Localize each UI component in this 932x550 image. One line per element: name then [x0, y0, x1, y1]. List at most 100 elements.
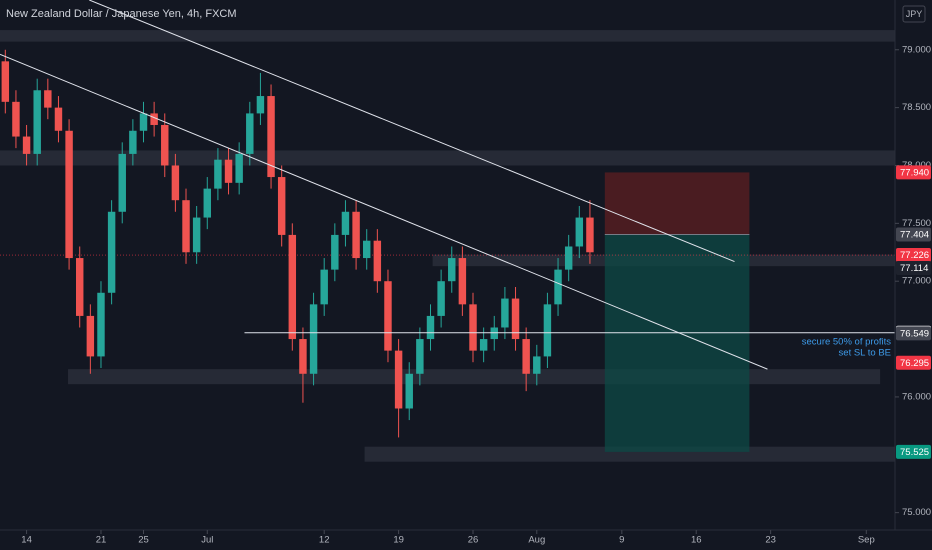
candle-body	[288, 234, 297, 340]
candle-body	[373, 240, 382, 282]
candle-body	[426, 315, 435, 340]
candle-body	[384, 281, 392, 351]
candle-body	[533, 356, 541, 374]
x-tick-label: 21	[96, 535, 107, 546]
chart-title: New Zealand Dollar / Japanese Yen, 4h, F…	[6, 8, 237, 20]
x-tick-label: 25	[138, 535, 149, 546]
candle-body	[501, 298, 509, 328]
trendline	[0, 53, 768, 370]
x-tick-label: 12	[319, 535, 330, 546]
candle-body	[224, 159, 233, 183]
target-zone	[604, 234, 750, 452]
price-label: 77.226	[900, 250, 929, 261]
candle-body	[277, 177, 286, 235]
price-label-box	[896, 326, 931, 341]
zone	[364, 446, 895, 462]
y-tick-label: 78.500	[902, 102, 931, 113]
candle-body	[575, 217, 584, 247]
candle-body	[54, 107, 63, 131]
zone	[0, 150, 895, 166]
candle-body	[309, 304, 318, 374]
price-label: 76.295	[900, 358, 929, 369]
candle-body	[192, 217, 201, 253]
price-label: 77.114	[900, 263, 928, 274]
price-label-box	[896, 248, 931, 263]
candle-body	[586, 217, 594, 253]
x-tick-label: 16	[691, 535, 702, 546]
candle-body	[171, 165, 180, 201]
candle-body	[479, 339, 488, 351]
x-tick-label: Sep	[858, 535, 875, 546]
candle-body	[76, 258, 84, 316]
price-label-box	[896, 227, 931, 242]
price-label-box	[896, 444, 931, 459]
x-tick-label: Aug	[528, 535, 545, 546]
candle-body	[161, 124, 169, 166]
candle-body	[458, 258, 467, 305]
candle-body	[235, 153, 243, 183]
candle-body	[341, 211, 350, 235]
candle-body	[352, 211, 360, 259]
x-tick-label: 23	[765, 535, 776, 546]
price-label-box	[896, 261, 931, 276]
candle-body	[448, 258, 456, 282]
candle-body	[246, 113, 254, 154]
candle-body	[469, 304, 477, 351]
candle-body	[1, 61, 10, 102]
currency-box	[902, 5, 926, 23]
candle-body	[362, 240, 371, 259]
candle-body	[203, 188, 211, 218]
x-tick-label: 26	[468, 535, 479, 546]
annotation: set SL to BE	[839, 348, 891, 359]
candle-body	[554, 269, 562, 305]
price-label-box	[896, 355, 931, 370]
candle-body	[129, 130, 137, 154]
zone	[0, 30, 895, 42]
y-tick-label: 77.500	[902, 218, 931, 229]
candle-body	[86, 315, 95, 357]
candle-body	[12, 101, 20, 137]
candle-body	[22, 136, 31, 154]
x-tick-label: Jul	[201, 535, 213, 546]
price-label-box	[896, 165, 931, 180]
stop-zone	[604, 172, 750, 235]
y-tick-label: 79.000	[902, 44, 931, 55]
price-label: 75.525	[900, 447, 929, 458]
candle-body	[107, 211, 116, 293]
y-tick-label: 76.000	[902, 391, 931, 402]
candle-body	[437, 281, 445, 316]
candle-body	[331, 234, 339, 270]
candle-body	[522, 339, 530, 374]
candle-body	[256, 96, 265, 114]
candle-body	[394, 350, 403, 409]
candle-body	[416, 339, 424, 374]
candle-body	[65, 130, 73, 259]
candle-body	[320, 269, 328, 305]
price-label: 77.404	[900, 229, 929, 240]
candle-body	[44, 90, 52, 108]
y-tick-label: 77.000	[902, 276, 931, 287]
x-tick-label: 9	[619, 535, 624, 546]
candle-body	[182, 200, 190, 253]
x-tick-label: 19	[393, 535, 404, 546]
zone	[68, 369, 881, 385]
plot-area	[0, 0, 895, 462]
currency: JPY	[906, 9, 923, 19]
candle-body	[267, 96, 275, 178]
candle-body	[299, 339, 307, 374]
price-label: 76.549	[900, 328, 929, 339]
candle-body	[118, 153, 126, 212]
x-tick-label: 14	[21, 535, 32, 546]
candle-body	[139, 113, 148, 131]
price-label: 77.940	[900, 167, 929, 178]
y-tick-label: 75.000	[902, 507, 931, 518]
candle-body	[511, 298, 520, 340]
trendline	[89, 0, 735, 262]
candle-body	[543, 304, 552, 357]
annotation: secure 50% of profits	[802, 337, 891, 348]
candle-body	[564, 246, 573, 270]
candle-body	[214, 159, 222, 189]
candle-body	[405, 373, 413, 409]
candle-body	[150, 113, 158, 125]
